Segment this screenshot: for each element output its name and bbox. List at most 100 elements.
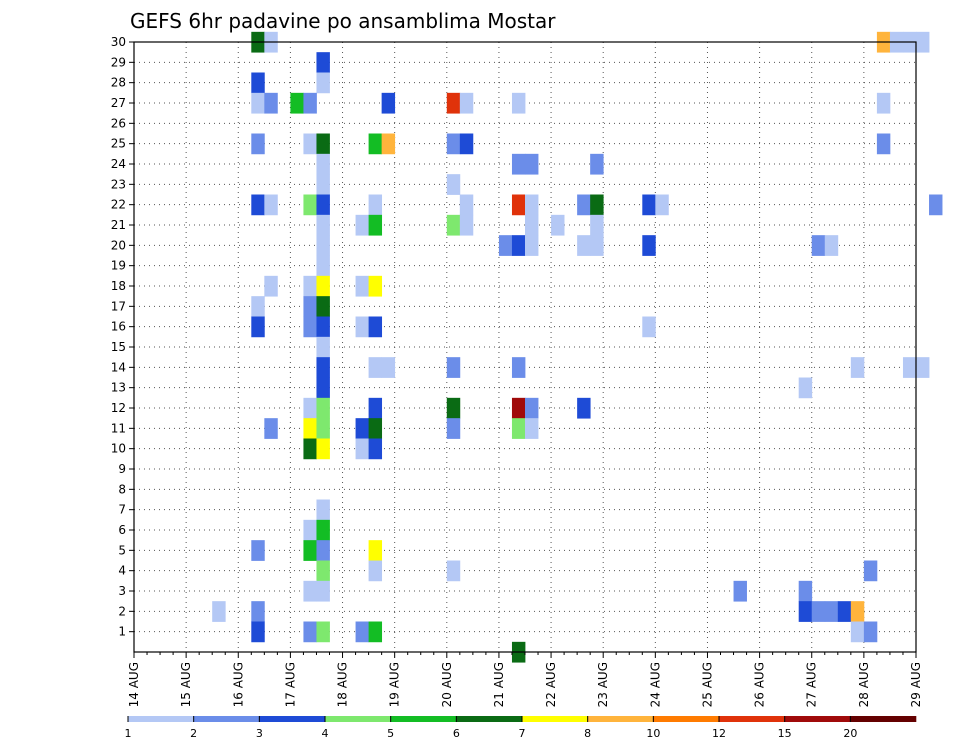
heatmap-cell xyxy=(316,235,330,256)
heatmap-cell xyxy=(381,357,396,378)
y-tick-label: 21 xyxy=(111,218,126,232)
legend-label: 10 xyxy=(646,727,660,740)
y-tick-label: 23 xyxy=(111,177,126,191)
heatmap-cell xyxy=(824,601,839,622)
x-tick-label: 24 AUG xyxy=(648,662,662,707)
heatmap-cell xyxy=(551,214,565,236)
heatmap-cell xyxy=(355,418,369,439)
heatmap-cell xyxy=(316,499,330,521)
y-tick-label: 5 xyxy=(118,543,126,557)
heatmap-cell xyxy=(798,601,813,622)
y-tick-label: 30 xyxy=(111,35,126,49)
heatmap-cell xyxy=(355,621,369,643)
heatmap-cell xyxy=(316,214,330,236)
heatmap-cell xyxy=(459,214,474,236)
y-tick-label: 25 xyxy=(111,137,126,151)
heatmap-cell xyxy=(511,397,526,419)
legend-label: 3 xyxy=(256,727,263,740)
heatmap-cell xyxy=(446,560,461,582)
heatmap-cell xyxy=(916,31,930,53)
heatmap-cell xyxy=(316,560,330,582)
heatmap-cell xyxy=(525,153,539,175)
legend-swatch xyxy=(719,716,785,722)
heatmap-cell xyxy=(316,540,330,561)
legend-label: 5 xyxy=(387,727,394,740)
heatmap-cell xyxy=(316,397,330,419)
heatmap-cell xyxy=(368,194,383,216)
heatmap-cell xyxy=(303,316,317,338)
heatmap-cell xyxy=(577,235,591,256)
heatmap-cell xyxy=(525,397,539,419)
heatmap-cell xyxy=(303,418,317,439)
legend-label: 1 xyxy=(125,727,132,740)
legend-label: 12 xyxy=(712,727,726,740)
heatmap-cell xyxy=(446,357,461,378)
heatmap-cell xyxy=(316,580,330,602)
legend-label: 7 xyxy=(519,727,526,740)
y-tick-label: 14 xyxy=(111,360,126,374)
legend-label: 4 xyxy=(322,727,329,740)
y-tick-label: 29 xyxy=(111,55,126,69)
heatmap-cell xyxy=(264,418,278,439)
heatmap-cell xyxy=(642,194,656,216)
heatmap-cell xyxy=(303,397,317,419)
x-tick-label: 19 AUG xyxy=(388,662,402,707)
heatmap-cell xyxy=(368,560,383,582)
y-tick-label: 3 xyxy=(118,584,126,598)
heatmap-cell xyxy=(303,133,317,155)
heatmap-cell xyxy=(368,540,383,561)
heatmap-cell xyxy=(251,601,265,622)
heatmap-cell xyxy=(811,601,826,622)
heatmap-cell xyxy=(798,580,813,602)
heatmap-cell xyxy=(316,336,330,358)
y-tick-label: 2 xyxy=(118,604,126,618)
y-tick-label: 8 xyxy=(118,482,126,496)
heatmap-cell xyxy=(251,72,265,94)
x-tick-label: 20 AUG xyxy=(440,662,454,707)
heatmap-cell xyxy=(251,540,265,561)
legend-swatch xyxy=(522,716,588,722)
heatmap-cell xyxy=(511,153,526,175)
heatmap-cell xyxy=(264,92,278,114)
heatmap-cell xyxy=(577,194,591,216)
x-tick-label: 23 AUG xyxy=(596,662,610,707)
legend-swatch xyxy=(587,716,654,722)
heatmap-cell xyxy=(381,133,396,155)
axes: 1234567891011121314151617181920212223242… xyxy=(111,35,923,707)
heatmap-cell xyxy=(733,580,747,602)
heatmap-cell xyxy=(316,357,330,378)
legend-swatch xyxy=(456,716,523,722)
y-tick-label: 20 xyxy=(111,238,126,252)
x-tick-label: 27 AUG xyxy=(805,662,819,707)
heatmap-cell xyxy=(863,621,878,643)
y-tick-label: 9 xyxy=(118,462,126,476)
heatmap-cell xyxy=(811,235,826,256)
y-tick-label: 15 xyxy=(111,340,126,354)
heatmap-cell xyxy=(655,194,669,216)
x-tick-label: 17 AUG xyxy=(283,662,297,707)
heatmap-cell xyxy=(459,92,474,114)
heatmap-cell xyxy=(642,235,656,256)
legend-label: 6 xyxy=(453,727,460,740)
heatmap-cell xyxy=(368,316,383,338)
heatmap-cell xyxy=(850,601,865,622)
legend-label: 15 xyxy=(778,727,792,740)
heatmap-cell xyxy=(446,214,461,236)
heatmap-cell xyxy=(863,560,878,582)
heatmap-cell xyxy=(368,621,383,643)
x-tick-label: 25 AUG xyxy=(700,662,714,707)
y-tick-label: 27 xyxy=(111,96,126,110)
heatmap-cell xyxy=(303,92,317,114)
heatmap-cell xyxy=(251,621,265,643)
heatmap-cell xyxy=(368,275,383,297)
heatmap-cell xyxy=(837,601,852,622)
heatmap-cell xyxy=(316,153,330,175)
y-tick-label: 7 xyxy=(118,503,126,517)
heatmap-cell xyxy=(303,275,317,297)
heatmap-cell xyxy=(850,357,865,378)
heatmap-cell xyxy=(876,133,891,155)
heatmap-cell xyxy=(368,357,383,378)
heatmap-cell xyxy=(355,316,369,338)
y-tick-label: 24 xyxy=(111,157,126,171)
heatmap-cell xyxy=(511,92,526,114)
